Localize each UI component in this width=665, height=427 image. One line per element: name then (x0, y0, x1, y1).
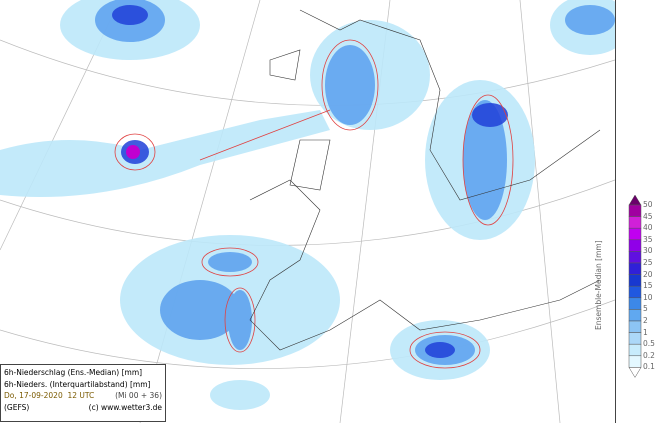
legend-label: 35 (643, 234, 653, 244)
legend-label: 0.2 (643, 350, 655, 360)
legend-label: 10 (643, 292, 653, 302)
colorbar-swatch (628, 227, 642, 241)
colorbar-swatch (628, 285, 642, 299)
median-description: 6h-Niederschlag (Ens.-Median) [mm] (4, 368, 143, 377)
colorbar-swatch (628, 204, 642, 217)
precipitation-map (0, 0, 630, 424)
colorbar-swatch (628, 309, 642, 322)
colorbar-swatch (628, 332, 642, 345)
legend-label: 15 (643, 281, 653, 291)
colorbar-swatch (628, 239, 642, 252)
legend-label: 5 (643, 304, 648, 314)
forecast-time: 12 UTC (67, 391, 95, 400)
colorbar (628, 195, 642, 378)
map-canvas (0, 0, 630, 424)
colorbar-swatch (628, 251, 642, 264)
legend-label: 0.1 (643, 362, 655, 372)
graticule (0, 0, 616, 424)
legend-label: 1 (643, 327, 648, 337)
colorbar-swatch (628, 297, 642, 310)
color-legend: 50 45 40 35 30 25 20 15 10 5 2 1 0.5 0.2 0.1 (628, 195, 665, 380)
colorbar-swatch (628, 343, 642, 357)
legend-label: 0.5 (643, 339, 655, 349)
model-name: (GEFS) (4, 402, 30, 412)
legend-label: 45 (643, 211, 653, 221)
legend-title: Ensemble-Median [mm] (594, 240, 603, 330)
precip-light (0, 0, 630, 410)
forecast-date: Do, 17-09-2020 (4, 391, 63, 400)
legend-label: 20 (643, 269, 653, 279)
legend-label: 50 (643, 200, 653, 209)
legend-label: 40 (643, 223, 653, 233)
colorbar-swatch (628, 216, 642, 229)
colorbar-swatch (628, 262, 642, 275)
legend-label: 2 (643, 316, 648, 325)
legend-label: 25 (643, 258, 653, 267)
copyright: (c) www.wetter3.de (88, 402, 162, 412)
iqr-description: 6h-Nieders. (Interquartilabstand) [mm] (4, 379, 151, 389)
info-box: 6h-Niederschlag (Ens.-Median) [mm] 6h-Ni… (0, 364, 166, 422)
iqr-contours (114, 39, 514, 369)
colorbar-swatch (628, 355, 642, 368)
model-run: (Mi 00 + 36) (115, 391, 162, 400)
colorbar-swatch (628, 195, 642, 206)
coastlines (249, 9, 601, 351)
precip-max (126, 145, 140, 159)
colorbar-swatch (628, 320, 642, 333)
colorbar-low-arrow (628, 367, 642, 378)
colorbar-swatch (628, 274, 642, 287)
legend-label: 30 (643, 246, 653, 256)
